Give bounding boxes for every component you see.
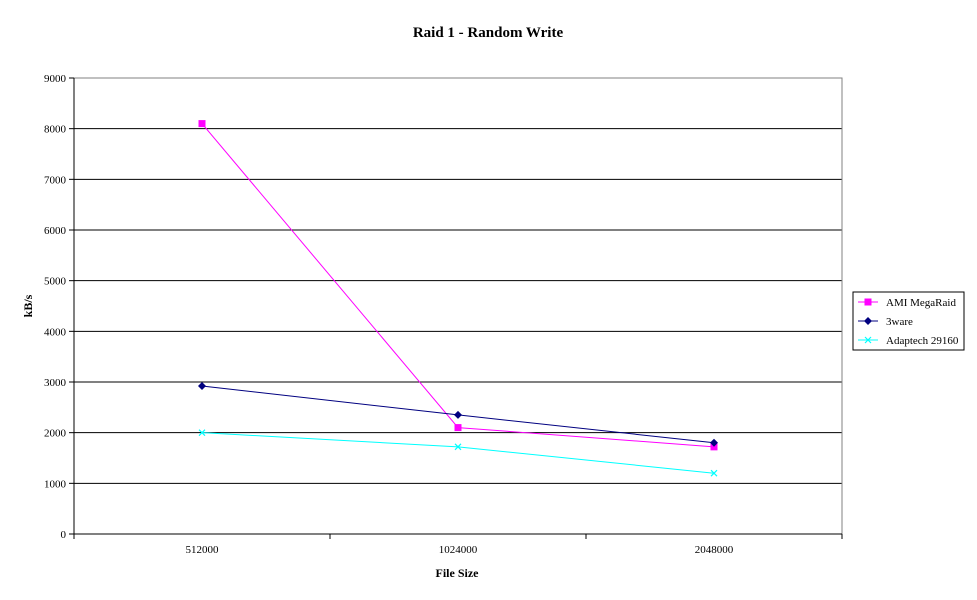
legend-label: 3ware [886, 316, 913, 328]
data-point [454, 410, 462, 419]
series-group [198, 120, 718, 477]
legend-label: Adaptech 29160 [886, 335, 959, 347]
data-point [198, 382, 206, 391]
legend-marker [864, 336, 872, 344]
series-line [201, 123, 715, 448]
y-tick-labels: 0 1000 2000 3000 4000 5000 6000 7000 8000 9000 [44, 73, 67, 541]
data-point [198, 120, 206, 128]
y-tick-label: 6000 [44, 225, 67, 237]
y-tick-label: 2000 [44, 428, 67, 440]
data-point [198, 429, 206, 437]
y-tick-label: 8000 [44, 124, 67, 136]
chart-title: Raid 1 - Random Write [413, 25, 564, 41]
y-tick-label: 9000 [44, 73, 67, 85]
series-adaptech-29160 [198, 429, 718, 477]
plot-area [73, 77, 843, 535]
legend-item: 3ware [858, 316, 913, 328]
x-tick-labels: 512000 1024000 2048000 [186, 544, 734, 556]
y-tick-label: 5000 [44, 276, 67, 288]
axes [69, 77, 843, 539]
legend-label: AMI MegaRaid [886, 297, 956, 309]
x-axis-label: File Size [436, 566, 480, 580]
data-point [710, 438, 718, 447]
data-point [454, 443, 462, 451]
legend-marker [864, 317, 872, 325]
legend-marker [864, 298, 872, 306]
legend-item: AMI MegaRaid [858, 297, 956, 309]
y-tick-label: 7000 [44, 174, 67, 186]
series-3ware [198, 382, 718, 447]
x-tick-label: 1024000 [439, 544, 478, 556]
legend: AMI MegaRaid 3ware Adaptech 29160 [852, 291, 965, 351]
series-ami-megaraid [198, 120, 718, 451]
y-tick-label: 0 [61, 529, 67, 541]
y-axis-label: kB/s [21, 294, 35, 317]
data-point [710, 469, 718, 477]
legend-item: Adaptech 29160 [858, 335, 959, 347]
y-tick-label: 3000 [44, 377, 67, 389]
x-tick-label: 512000 [186, 544, 220, 556]
data-point [454, 424, 462, 432]
y-tick-label: 1000 [44, 478, 67, 490]
x-tick-label: 2048000 [695, 544, 734, 556]
series-line [201, 432, 715, 474]
data-point [710, 443, 718, 451]
y-tick-label: 4000 [44, 326, 67, 338]
